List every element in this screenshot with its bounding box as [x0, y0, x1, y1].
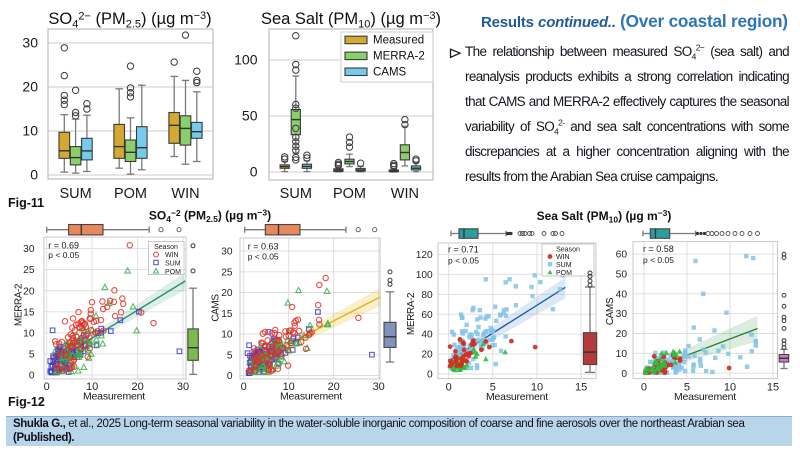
svg-text:100: 100	[416, 270, 433, 281]
svg-text:0: 0	[641, 382, 647, 394]
svg-text:CAMS: CAMS	[210, 294, 221, 322]
svg-text:60: 60	[616, 250, 628, 261]
svg-text:0: 0	[241, 381, 247, 393]
svg-text:MERRA-2: MERRA-2	[406, 292, 417, 335]
svg-text:0: 0	[621, 369, 627, 380]
svg-text:WIN: WIN	[391, 186, 419, 202]
svg-text:25: 25	[23, 265, 35, 276]
svg-text:20: 20	[616, 329, 628, 340]
svg-text:SUM: SUM	[556, 262, 572, 269]
svg-text:MERRA-2: MERRA-2	[14, 283, 25, 326]
svg-text:15: 15	[221, 309, 233, 320]
svg-text:20: 20	[23, 286, 35, 297]
svg-text:10: 10	[283, 381, 295, 393]
svg-text:r = 0.71: r = 0.71	[448, 245, 479, 255]
svg-text:20: 20	[22, 79, 38, 95]
svg-text:15: 15	[767, 382, 779, 394]
svg-text:0: 0	[30, 167, 38, 183]
svg-text:SUM: SUM	[165, 261, 181, 268]
svg-text:Sea Salt (PM10) (µg m−3): Sea Salt (PM10) (µg m−3)	[261, 10, 441, 31]
svg-text:10: 10	[724, 382, 736, 394]
svg-text:p < 0.05: p < 0.05	[248, 251, 279, 261]
svg-text:POM: POM	[165, 269, 181, 276]
svg-text:CAMS: CAMS	[605, 297, 616, 325]
svg-text:SO4−2 (PM2.5) (µg m−3): SO4−2 (PM2.5) (µg m−3)	[149, 208, 271, 225]
svg-text:p < 0.05: p < 0.05	[48, 250, 79, 260]
svg-text:30: 30	[23, 244, 35, 255]
svg-text:40: 40	[616, 289, 628, 300]
svg-text:0: 0	[227, 371, 233, 382]
svg-text:Measurement: Measurement	[486, 391, 548, 403]
svg-text:20: 20	[328, 381, 340, 393]
svg-text:10: 10	[86, 381, 98, 393]
svg-text:50: 50	[242, 108, 258, 124]
svg-text:WIN: WIN	[165, 252, 179, 259]
svg-text:Measurement: Measurement	[83, 391, 145, 403]
svg-text:20: 20	[131, 381, 143, 393]
svg-text:r = 0.58: r = 0.58	[643, 244, 674, 254]
svg-text:0: 0	[29, 371, 35, 382]
svg-text:20: 20	[421, 350, 433, 361]
svg-text:WIN: WIN	[171, 186, 199, 202]
svg-text:r = 0.69: r = 0.69	[48, 241, 79, 251]
svg-text:30: 30	[221, 247, 233, 258]
svg-text:Season: Season	[556, 247, 580, 254]
svg-text:5: 5	[490, 382, 496, 394]
svg-text:20: 20	[221, 288, 233, 299]
svg-text:10: 10	[23, 328, 35, 339]
svg-text:Measurement: Measurement	[280, 391, 342, 403]
svg-text:50: 50	[616, 270, 628, 281]
svg-text:10: 10	[531, 382, 543, 394]
svg-text:25: 25	[221, 267, 233, 278]
svg-text:POM: POM	[114, 186, 147, 202]
svg-text:0: 0	[250, 164, 258, 180]
svg-text:p < 0.05: p < 0.05	[448, 256, 479, 266]
svg-text:CAMS: CAMS	[373, 67, 407, 79]
svg-text:30: 30	[22, 35, 38, 51]
svg-text:MERRA-2: MERRA-2	[373, 51, 425, 63]
svg-text:0: 0	[427, 370, 433, 381]
svg-text:10: 10	[221, 330, 233, 341]
svg-text:Measurement: Measurement	[674, 391, 736, 403]
svg-text:5: 5	[684, 382, 690, 394]
svg-text:Measured: Measured	[373, 35, 424, 47]
svg-text:0: 0	[446, 382, 452, 394]
svg-text:5: 5	[29, 349, 35, 360]
svg-text:30: 30	[177, 381, 189, 393]
svg-text:30: 30	[373, 381, 385, 393]
svg-text:r = 0.63: r = 0.63	[248, 242, 279, 252]
svg-text:Season: Season	[154, 244, 178, 251]
svg-text:15: 15	[575, 382, 587, 394]
svg-text:POM: POM	[556, 270, 572, 277]
svg-text:15: 15	[23, 307, 35, 318]
svg-text:SUM: SUM	[280, 186, 312, 202]
svg-text:SUM: SUM	[59, 186, 91, 202]
svg-text:POM: POM	[333, 186, 366, 202]
svg-text:10: 10	[616, 349, 628, 360]
svg-text:80: 80	[421, 290, 433, 301]
svg-text:WIN: WIN	[556, 254, 570, 261]
svg-text:10: 10	[22, 123, 38, 139]
svg-text:40: 40	[421, 330, 433, 341]
svg-text:120: 120	[416, 250, 433, 261]
svg-text:60: 60	[421, 310, 433, 321]
svg-text:5: 5	[227, 350, 233, 361]
svg-text:0: 0	[44, 381, 50, 393]
svg-text:SO42− (PM2.5) (µg m−3): SO42− (PM2.5) (µg m−3)	[48, 10, 211, 31]
svg-text:Sea Salt (PM10) (µg m−3): Sea Salt (PM10) (µg m−3)	[537, 208, 672, 225]
svg-text:30: 30	[616, 309, 628, 320]
svg-text:100: 100	[234, 52, 258, 68]
svg-text:p < 0.05: p < 0.05	[643, 255, 674, 265]
